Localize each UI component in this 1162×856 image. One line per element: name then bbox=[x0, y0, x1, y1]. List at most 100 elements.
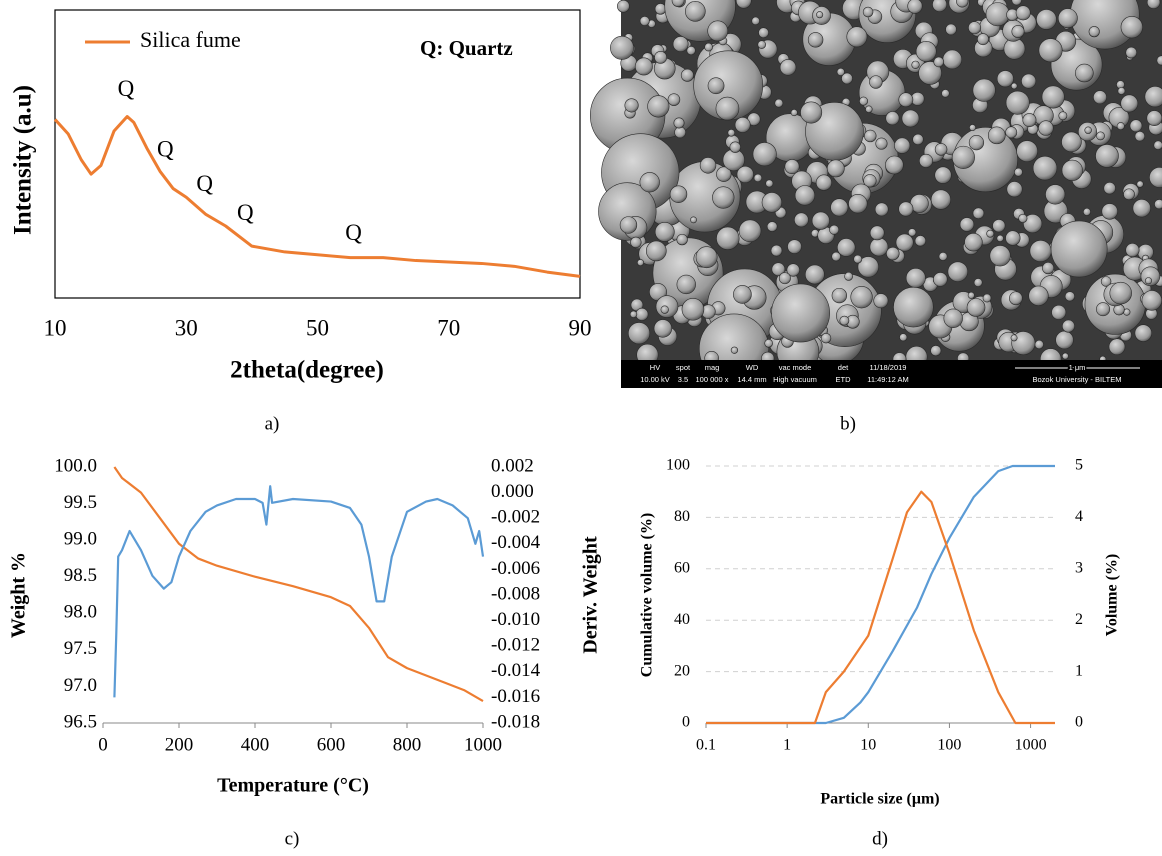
y2-tick-label: -0.008 bbox=[491, 583, 540, 604]
particle bbox=[767, 222, 777, 232]
particle bbox=[965, 233, 983, 251]
info-value: 100 000 x bbox=[696, 375, 729, 384]
particle bbox=[1096, 144, 1119, 167]
particle bbox=[840, 316, 849, 325]
y-tick-label: 80 bbox=[674, 508, 690, 525]
particle bbox=[685, 1, 705, 21]
particle bbox=[1096, 132, 1104, 140]
particle bbox=[946, 24, 957, 35]
x-tick-label: 1000 bbox=[464, 734, 502, 755]
particle bbox=[771, 245, 782, 256]
info-label: spot bbox=[676, 363, 691, 372]
y2-tick-label: -0.006 bbox=[491, 558, 540, 579]
particle bbox=[894, 138, 910, 154]
particle bbox=[716, 97, 739, 120]
particle bbox=[1059, 112, 1067, 120]
y-tick-label: 98.0 bbox=[64, 602, 97, 623]
particle bbox=[1137, 181, 1144, 188]
particle bbox=[648, 96, 670, 118]
particle bbox=[775, 99, 783, 107]
particle bbox=[1009, 292, 1022, 305]
particle bbox=[730, 142, 741, 153]
particle bbox=[655, 222, 674, 241]
info-value: ETD bbox=[836, 375, 852, 384]
x-tick-label: 100 bbox=[937, 737, 961, 754]
particle bbox=[973, 208, 984, 219]
particle bbox=[933, 272, 947, 286]
data-line bbox=[55, 117, 580, 277]
particle bbox=[1062, 160, 1083, 181]
particle bbox=[620, 217, 637, 234]
particle bbox=[934, 57, 944, 67]
y-axis-label: Weight % bbox=[8, 552, 30, 638]
particle bbox=[1016, 6, 1030, 20]
y2-tick-label: 1 bbox=[1075, 662, 1083, 679]
particle bbox=[1147, 111, 1162, 126]
particle bbox=[712, 187, 734, 209]
particle bbox=[758, 41, 766, 49]
particle bbox=[859, 97, 867, 105]
particle bbox=[1033, 156, 1057, 180]
particle bbox=[854, 255, 862, 263]
particle bbox=[1093, 91, 1106, 104]
particle bbox=[795, 185, 815, 205]
particle bbox=[708, 78, 724, 94]
data-line bbox=[706, 492, 1055, 723]
x-tick-label: 1000 bbox=[1015, 737, 1047, 754]
particle bbox=[1104, 182, 1116, 194]
institution: Bozok University - BILTEM bbox=[1032, 375, 1121, 384]
particle bbox=[1121, 16, 1143, 38]
y-tick-label: 60 bbox=[674, 559, 690, 576]
y-tick-label: 0 bbox=[682, 714, 690, 731]
info-value: 10.00 kV bbox=[640, 375, 670, 384]
y2-axis-label: Volume (%) bbox=[1104, 554, 1121, 637]
particle bbox=[1085, 127, 1092, 134]
particle bbox=[654, 51, 666, 63]
x-tick-label: 0.1 bbox=[696, 737, 716, 754]
particle bbox=[845, 272, 853, 280]
info-value: 3.5 bbox=[678, 375, 688, 384]
particle bbox=[610, 36, 633, 59]
particle bbox=[908, 0, 923, 13]
particle bbox=[1135, 325, 1152, 342]
particle bbox=[728, 129, 735, 136]
particle bbox=[993, 219, 1006, 232]
particle bbox=[913, 134, 924, 145]
particle bbox=[765, 339, 773, 347]
y2-axis-label: Deriv. Weight bbox=[580, 536, 602, 654]
particle bbox=[1021, 74, 1035, 88]
particle bbox=[631, 237, 642, 248]
y-tick-label: 96.5 bbox=[64, 711, 97, 732]
info-value: 11:49:12 AM bbox=[867, 375, 909, 384]
particle bbox=[1051, 221, 1107, 277]
x-tick-label: 10 bbox=[860, 737, 876, 754]
figure: HV10.00 kVspot3.5mag100 000 xWD14.4 mmva… bbox=[0, 0, 1162, 856]
particle bbox=[1062, 320, 1074, 332]
particle bbox=[1036, 9, 1056, 29]
particle bbox=[1039, 39, 1062, 62]
particle bbox=[1039, 121, 1054, 136]
caption: b) bbox=[840, 413, 856, 434]
particle bbox=[1135, 131, 1145, 141]
particle bbox=[931, 345, 941, 355]
particle bbox=[942, 90, 950, 98]
particle bbox=[1121, 95, 1138, 112]
particle bbox=[919, 154, 932, 167]
x-tick-label: 600 bbox=[317, 734, 346, 755]
particle bbox=[636, 308, 648, 320]
info-label: 11/18/2019 bbox=[870, 363, 907, 372]
particle bbox=[973, 79, 996, 102]
particle bbox=[847, 27, 867, 47]
x-axis-label: Particle size (μm) bbox=[820, 791, 939, 808]
particle bbox=[1017, 141, 1038, 162]
particle bbox=[988, 127, 1005, 144]
particle bbox=[1012, 25, 1024, 37]
particle bbox=[640, 172, 660, 192]
particle bbox=[885, 156, 903, 174]
particle bbox=[1117, 122, 1124, 129]
particle bbox=[969, 124, 975, 130]
particle bbox=[759, 28, 769, 38]
y2-tick-label: -0.002 bbox=[491, 507, 540, 528]
particle bbox=[1045, 185, 1065, 205]
particle bbox=[1126, 47, 1137, 58]
